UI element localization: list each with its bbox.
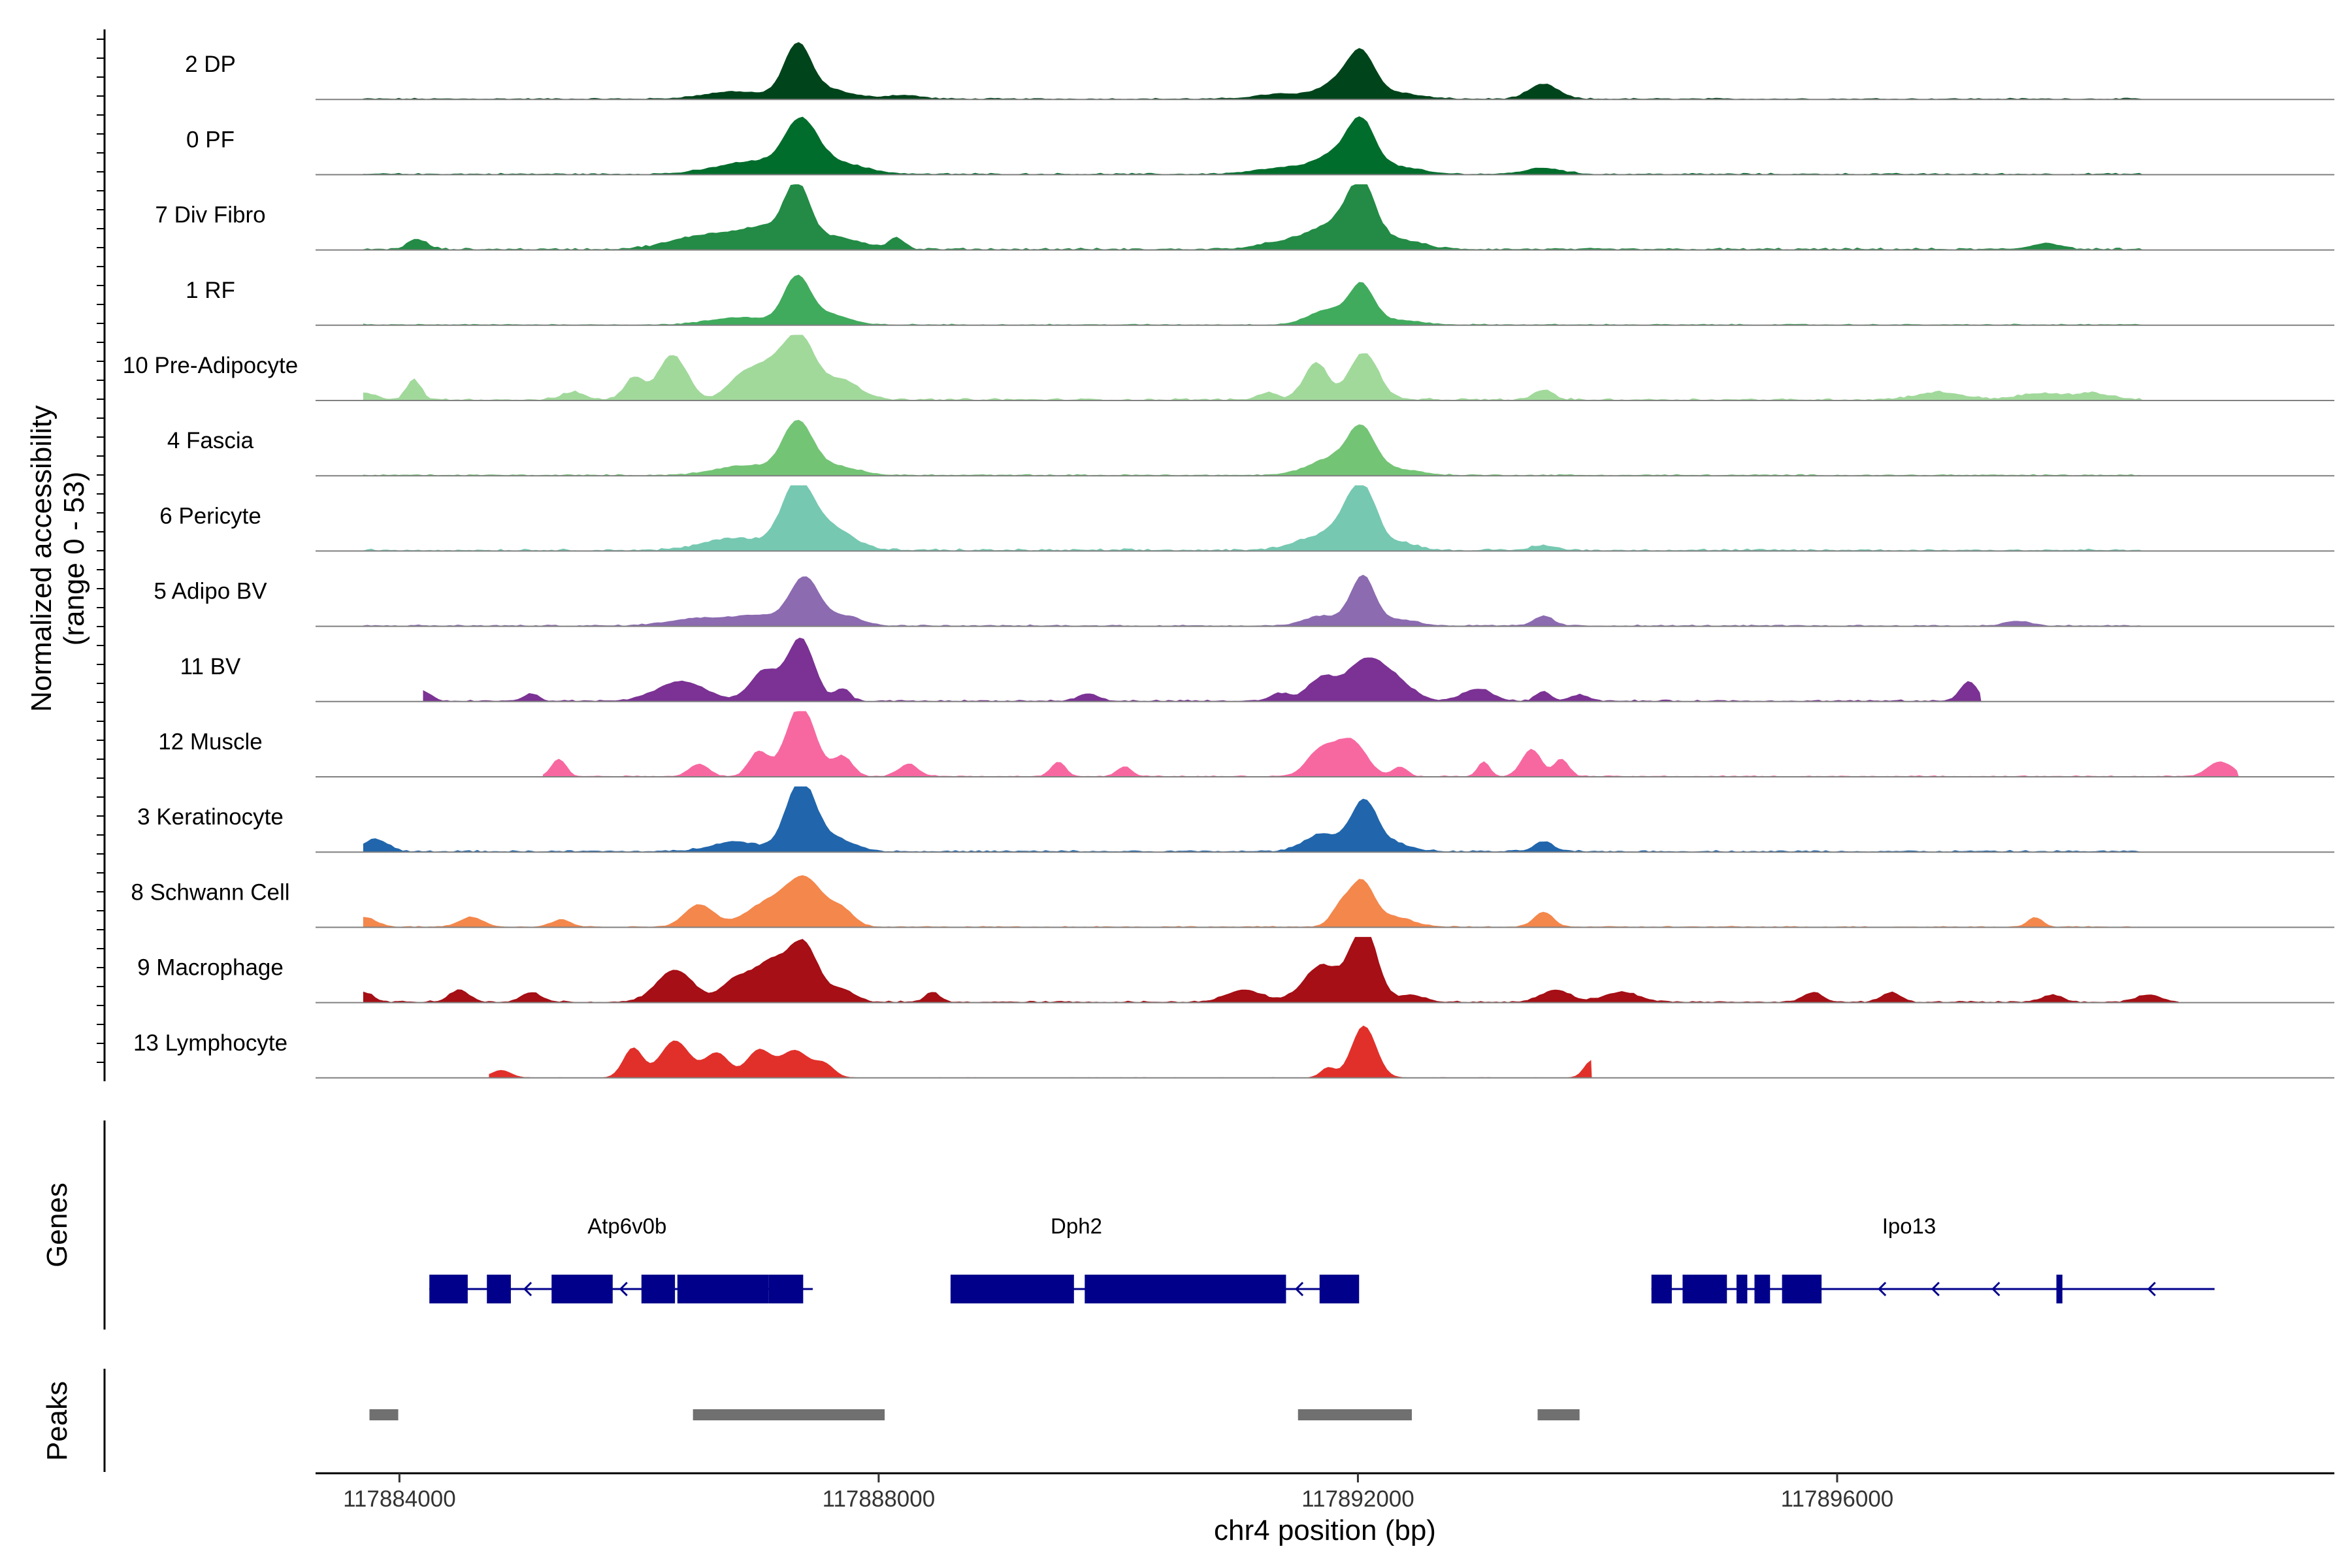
gene-exon <box>1736 1275 1748 1303</box>
track-8: 5 Adipo BV <box>154 574 2334 627</box>
track-label: 11 BV <box>180 654 241 679</box>
peak-region <box>693 1409 885 1420</box>
genes-panel: Genes Atp6v0b Dph2 Ipo13 <box>41 1120 2215 1330</box>
track-5: 10 Pre-Adipocyte <box>123 335 2334 401</box>
track-label: 4 Fascia <box>167 428 254 453</box>
coverage-area-3-keratinocyte <box>363 786 2143 853</box>
gene-exon <box>1682 1275 1727 1303</box>
x-tick-label: 117896000 <box>1781 1486 1894 1512</box>
gene-label: Atp6v0b <box>587 1214 666 1238</box>
gene-label: Dph2 <box>1051 1214 1102 1238</box>
coverage-area-11-bv <box>423 637 1982 702</box>
coverage-area-0-pf <box>363 116 2143 175</box>
coverage-area-9-macrophage <box>363 937 2180 1004</box>
chromosome-x-axis: 117884000 117888000 117892000 117896000 <box>316 1472 2334 1512</box>
coverage-area-4-fascia <box>363 419 2143 476</box>
gene-exon <box>1085 1275 1286 1303</box>
gene-exon <box>641 1275 676 1303</box>
x-tick-label: 117892000 <box>1301 1486 1414 1512</box>
coverage-tracks: 2 DP 0 PF 7 Div Fibro 1 RF 10 Pre-Adipocyte 4… <box>123 42 2334 1079</box>
peaks-panel: Peaks <box>41 1369 1580 1472</box>
x-tick-label: 117884000 <box>343 1486 456 1512</box>
x-axis-title: chr4 position (bp) <box>1214 1514 1436 1546</box>
track-label: 2 DP <box>185 52 236 77</box>
strand-arrow-icon <box>1878 1281 1887 1297</box>
gene-exon <box>768 1275 804 1303</box>
coverage-area-10-pre-adipocyte <box>363 335 2144 401</box>
y-axis-title-line-2: (range 0 - 53) <box>58 472 90 646</box>
gene-ipo13: Ipo13 <box>1651 1214 2215 1303</box>
track-label: 8 Schwann Cell <box>131 879 289 905</box>
track-label: 1 RF <box>186 278 235 303</box>
track-3: 7 Div Fibro <box>155 184 2334 251</box>
track-label: 5 Adipo BV <box>154 579 267 604</box>
peak-region <box>1537 1409 1580 1420</box>
track-9: 11 BV <box>180 637 2334 702</box>
track-2: 0 PF <box>186 116 2334 176</box>
gene-exon <box>1651 1275 1672 1303</box>
track-14: 13 Lymphocyte <box>133 1025 2334 1079</box>
strand-arrow-icon <box>1294 1281 1304 1297</box>
gene-exon <box>2056 1275 2063 1303</box>
track-label: 9 Macrophage <box>137 955 284 981</box>
strand-arrow-icon <box>523 1281 532 1297</box>
track-label: 0 PF <box>186 127 235 152</box>
track-label: 12 Muscle <box>158 729 263 755</box>
peaks-panel-title: Peaks <box>41 1381 73 1461</box>
coverage-area-12-muscle <box>542 711 2239 777</box>
gene-label: Ipo13 <box>1882 1214 1936 1238</box>
gene-exon <box>677 1275 769 1303</box>
track-label: 7 Div Fibro <box>155 203 265 228</box>
track-label: 3 Keratinocyte <box>137 804 284 830</box>
track-label: 13 Lymphocyte <box>133 1030 287 1056</box>
strand-arrow-icon <box>1931 1281 1940 1297</box>
coverage-area-7-div-fibro <box>363 184 2143 251</box>
coverage-area-2-dp <box>363 42 2143 100</box>
coverage-area-6-pericyte <box>363 485 2143 551</box>
gene-exon <box>950 1275 1074 1303</box>
track-10: 12 Muscle <box>158 711 2334 777</box>
coverage-area-8-schwann-cell <box>363 875 2143 928</box>
track-1: 2 DP <box>185 42 2334 101</box>
gene-exon <box>1319 1275 1360 1303</box>
coverage-area-1-rf <box>363 274 2143 326</box>
track-label: 6 Pericyte <box>159 503 261 529</box>
x-tick-label: 117888000 <box>823 1486 936 1512</box>
track-label: 10 Pre-Adipocyte <box>123 353 298 378</box>
track-13: 9 Macrophage <box>137 937 2334 1004</box>
gene-exon <box>1754 1275 1771 1303</box>
gene-exon <box>1782 1275 1822 1303</box>
track-4: 1 RF <box>186 274 2334 326</box>
gene-dph2: Dph2 <box>950 1214 1360 1303</box>
peak-region <box>1298 1409 1412 1420</box>
peak-region <box>369 1409 399 1420</box>
genes-panel-title: Genes <box>41 1183 73 1267</box>
gene-exon <box>551 1275 613 1303</box>
track-11: 3 Keratinocyte <box>137 786 2334 853</box>
gene-atp6v0b: Atp6v0b <box>429 1214 813 1303</box>
track-6: 4 Fascia <box>167 419 2334 477</box>
track-7: 6 Pericyte <box>159 485 2334 552</box>
track-12: 8 Schwann Cell <box>131 875 2334 928</box>
y-axis-title-line-1: Normalized accessibility <box>25 405 57 711</box>
coverage-area-5-adipo-bv <box>363 574 2143 627</box>
gene-exon <box>487 1275 511 1303</box>
strand-arrow-icon <box>2147 1281 2156 1297</box>
strand-arrow-icon <box>1991 1281 2001 1297</box>
gene-exon <box>429 1275 468 1303</box>
coverage-area-13-lymphocyte <box>489 1025 1592 1079</box>
strand-arrow-icon <box>619 1281 628 1297</box>
accessibility-y-axis <box>97 29 106 1081</box>
